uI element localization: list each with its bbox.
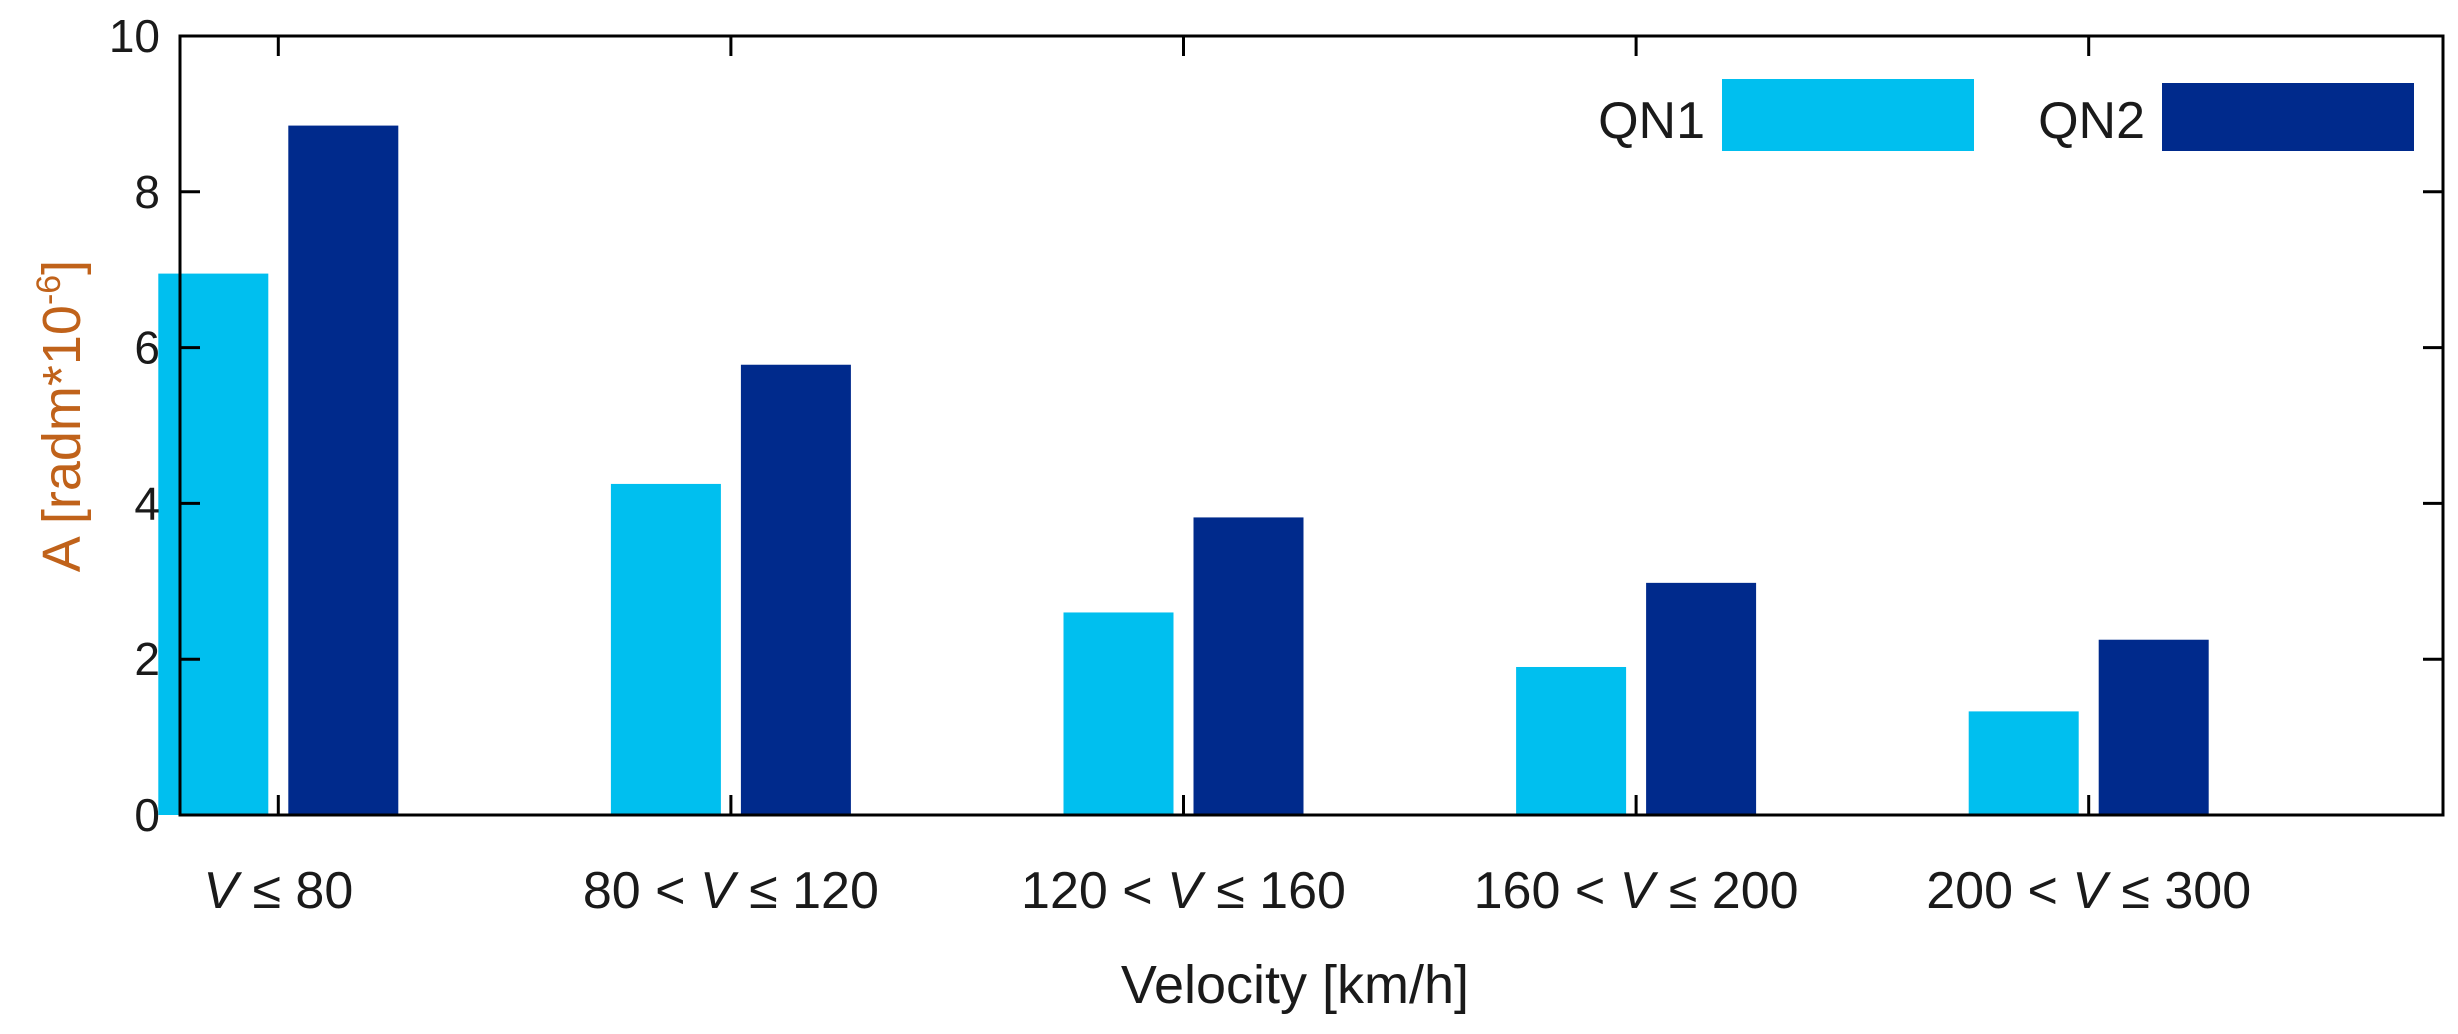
- x-category-label-post: ≤ 160: [1202, 862, 1346, 920]
- x-category-label: 120 < V ≤ 160: [1021, 862, 1346, 920]
- x-category-label: V ≤ 80: [203, 862, 353, 920]
- x-category-label-pre: 160 <: [1474, 862, 1620, 920]
- x-category-label-var: V: [2072, 862, 2111, 920]
- legend-label-qn1: QN1: [1598, 92, 1705, 150]
- x-category-label-var: V: [700, 862, 739, 920]
- y-tick-label: 6: [134, 322, 160, 374]
- y-tick-label: 4: [134, 477, 160, 529]
- x-axis-title: Velocity [km/h]: [1121, 955, 1469, 1015]
- y-axis-title-main: A [radm*10: [32, 305, 92, 572]
- bar-qn2-2: [1193, 517, 1304, 815]
- legend-swatch-qn1: [1722, 79, 1974, 151]
- plot-frame: [178, 34, 2445, 817]
- legend-label-qn2: QN2: [2038, 92, 2145, 150]
- y-tick-label: 2: [134, 633, 160, 685]
- x-category-label-var: V: [1167, 862, 1206, 920]
- y-axis-title-sup: -6: [30, 275, 68, 305]
- bar-qn2-3: [1646, 582, 1757, 815]
- bar-qn2-0: [288, 125, 399, 815]
- bars-group: [158, 125, 2209, 816]
- y-tick-label: 8: [134, 166, 160, 218]
- legend: QN1 QN2: [1598, 79, 2414, 151]
- y-axis-title-close: ]: [32, 260, 92, 275]
- x-category-label-pre: 80 <: [583, 862, 700, 920]
- x-category-label-post: ≤ 80: [238, 862, 353, 920]
- x-category-label: 160 < V ≤ 200: [1474, 862, 1799, 920]
- y-tick-label: 10: [109, 10, 160, 62]
- bar-qn1-2: [1063, 612, 1174, 815]
- x-category-label-pre: 120 <: [1021, 862, 1167, 920]
- y-axis-title: A [radm*10-6]: [30, 260, 92, 572]
- x-category-label-post: ≤ 200: [1654, 862, 1798, 920]
- legend-swatch-qn2: [2162, 83, 2414, 151]
- x-axis-ticks: [276, 36, 2091, 815]
- x-category-labels: V ≤ 80 80 < V ≤ 120 120 < V ≤ 160 160 < V ≤…: [203, 862, 2251, 920]
- bar-qn2-4: [2098, 639, 2209, 815]
- x-category-label: 200 < V ≤ 300: [1926, 862, 2251, 920]
- bar-qn1-4: [1968, 711, 2079, 815]
- bar-qn1-0: [158, 273, 269, 816]
- x-category-label-var: V: [203, 862, 242, 920]
- x-category-label-post: ≤ 120: [735, 862, 879, 920]
- bar-qn1-1: [610, 483, 721, 815]
- y-tick-labels: 0 2 4 6 8 10: [109, 10, 160, 841]
- x-category-label-pre: 200 <: [1926, 862, 2072, 920]
- y-tick-label: 0: [134, 789, 160, 841]
- x-category-label-post: ≤ 300: [2107, 862, 2251, 920]
- x-category-label-var: V: [1620, 862, 1659, 920]
- bar-qn1-3: [1516, 666, 1627, 815]
- x-category-label: 80 < V ≤ 120: [583, 862, 879, 920]
- bar-qn2-1: [740, 364, 851, 815]
